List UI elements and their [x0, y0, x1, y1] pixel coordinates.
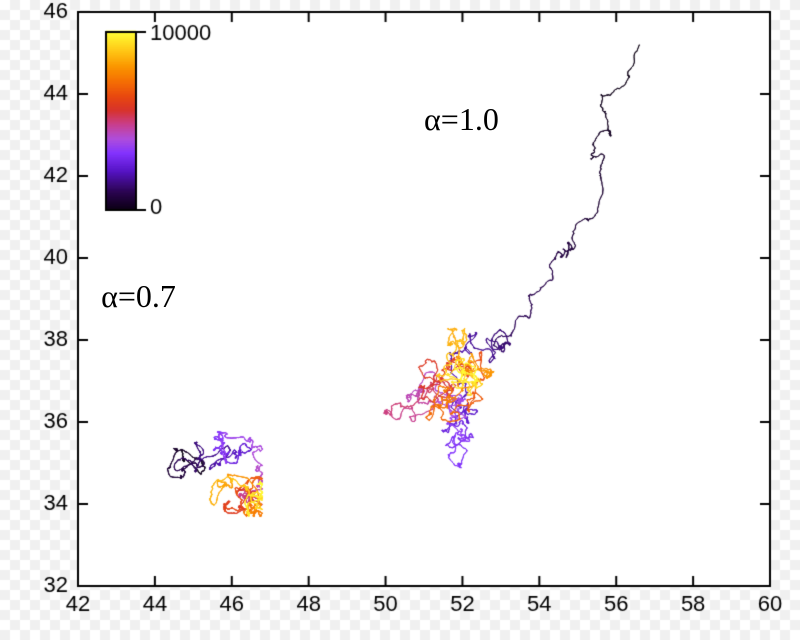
annotation-alpha-10: α=1.0	[424, 101, 499, 138]
axes-canvas	[0, 0, 800, 640]
annotation-alpha-07: α=0.7	[101, 278, 176, 315]
